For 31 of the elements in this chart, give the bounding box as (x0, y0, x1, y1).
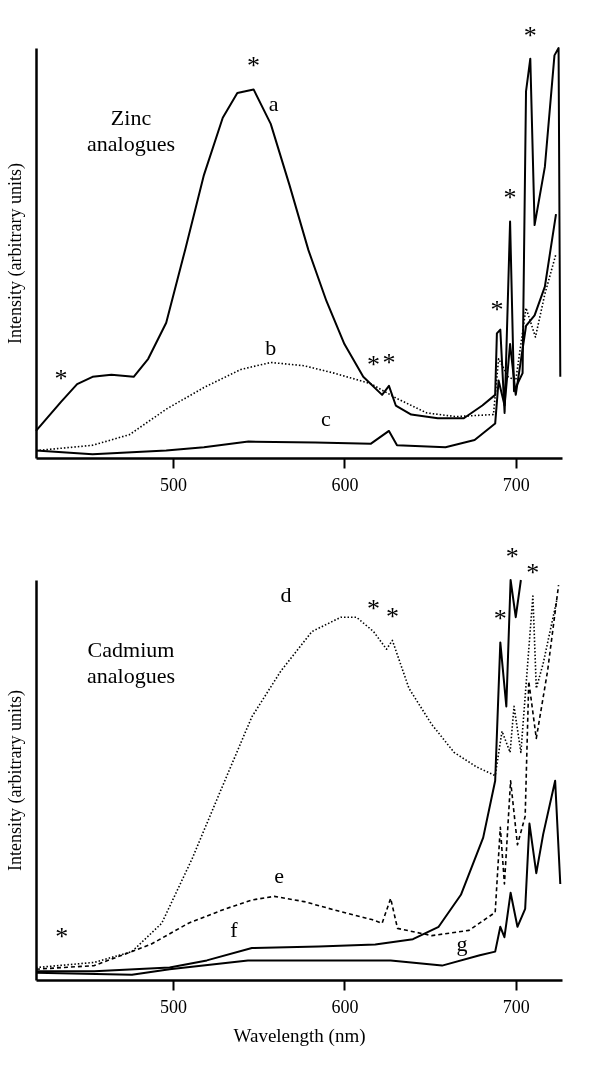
series-label: g (456, 930, 468, 956)
x-axis-title: Wavelength (nm) (233, 1024, 366, 1047)
y-axis-title: Intensity (arbitrary units) (4, 163, 26, 344)
annotation: * (526, 558, 540, 587)
series-label: f (230, 917, 239, 942)
annotation: * (247, 51, 261, 81)
text: Cadmium analogues (87, 637, 175, 688)
annotation: * (503, 183, 517, 213)
x-tick-label: 500 (160, 996, 188, 1017)
series-label: d (280, 582, 292, 608)
annotation: * (523, 20, 537, 50)
x-tick-label: 500 (160, 474, 188, 495)
annotation: * (367, 350, 381, 380)
annotation: * (367, 593, 381, 623)
annotation: * (505, 542, 519, 571)
annotation: * (493, 604, 507, 634)
annotation: * (55, 922, 69, 951)
text: Zinc analogues (87, 105, 175, 156)
series-label: a (268, 91, 279, 117)
x-tick-label: 700 (502, 996, 530, 1017)
series-label: e (274, 863, 285, 889)
x-tick-label: 600 (331, 996, 359, 1017)
series-label: c (321, 405, 332, 431)
series-label: b (265, 335, 277, 361)
x-tick-label: 700 (502, 474, 530, 495)
annotation: * (490, 295, 504, 325)
annotation: * (54, 363, 68, 393)
y-axis-title: Intensity (arbitrary units) (4, 690, 26, 871)
annotation: * (385, 602, 399, 632)
annotation: * (382, 347, 396, 377)
x-tick-label: 600 (331, 474, 359, 495)
